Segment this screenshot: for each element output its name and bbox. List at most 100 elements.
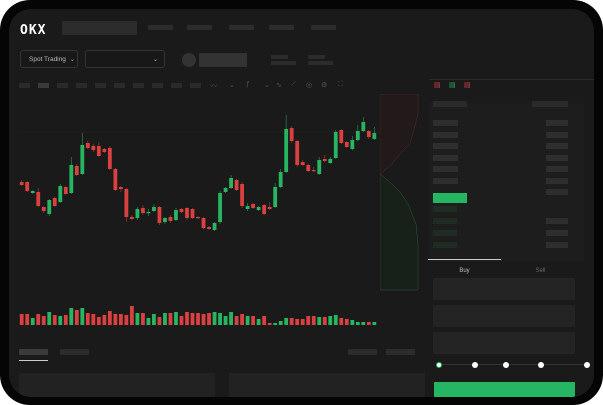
candle-body xyxy=(146,212,151,214)
chart-line-icon[interactable]: ∿ xyxy=(276,82,282,89)
tab-open-orders[interactable] xyxy=(19,349,48,355)
volume-bar xyxy=(196,313,200,325)
timeframe-button[interactable] xyxy=(133,83,144,88)
timeframe-button[interactable] xyxy=(114,83,125,88)
volume-bar xyxy=(278,321,283,325)
timeframe-button[interactable] xyxy=(95,83,106,88)
candle-body xyxy=(306,165,311,171)
pair-dropdown[interactable]: ⌄ xyxy=(85,50,165,68)
candle-body xyxy=(300,162,305,165)
timeframe-button[interactable] xyxy=(19,83,30,88)
candle-body xyxy=(311,170,316,172)
price-input[interactable] xyxy=(433,278,575,300)
candle-body xyxy=(179,209,184,212)
candle-body xyxy=(85,143,90,148)
tab-order-history[interactable] xyxy=(60,349,89,355)
volume-bar xyxy=(201,314,206,325)
nav-item[interactable] xyxy=(229,25,254,30)
chevron-down-icon[interactable]: ⌄ xyxy=(264,82,270,89)
candle-body xyxy=(168,217,173,221)
stat-label xyxy=(308,55,325,59)
volume-bar xyxy=(295,319,300,325)
slider-track[interactable] xyxy=(439,364,589,365)
slider-mark-25[interactable] xyxy=(472,362,478,368)
candle-body xyxy=(322,159,327,161)
chevron-down-icon[interactable]: ⌄ xyxy=(229,82,235,89)
candle-body xyxy=(157,207,162,223)
nav-item[interactable] xyxy=(311,25,336,30)
volume-bar xyxy=(130,306,134,325)
candle-body xyxy=(163,218,167,222)
candle-body xyxy=(218,193,222,222)
chart-type-icon[interactable]: 〰 xyxy=(210,83,217,90)
volume-bar xyxy=(179,316,184,325)
volume-bar xyxy=(229,312,233,325)
orderbook-cell xyxy=(433,132,458,138)
volume-bar xyxy=(361,322,366,325)
indicator-icon[interactable]: ƒ xyxy=(246,81,250,88)
volume-bar xyxy=(157,317,162,325)
orderbook-cell xyxy=(546,143,568,149)
volume-bar xyxy=(251,316,256,325)
candle-body xyxy=(118,187,123,189)
timeframe-button[interactable] xyxy=(190,83,201,88)
timeframe-button[interactable] xyxy=(76,83,87,88)
filter-button[interactable] xyxy=(348,349,377,355)
candle-body xyxy=(284,129,289,172)
total-input[interactable] xyxy=(433,332,575,354)
candle-body xyxy=(36,192,41,206)
volume-bar xyxy=(240,314,244,325)
settings-icon[interactable]: ⚙ xyxy=(321,82,328,89)
market-type-dropdown[interactable]: Spot Trading ⌄ xyxy=(20,50,78,68)
candle-body xyxy=(207,227,211,229)
ruler-icon[interactable]: ⟋ xyxy=(291,81,296,88)
candle-body xyxy=(152,207,156,211)
volume-bar xyxy=(355,322,360,325)
orderbook-cell xyxy=(546,132,568,138)
candlestick-chart[interactable] xyxy=(9,9,429,339)
fullscreen-icon[interactable]: ⛶ xyxy=(338,81,343,88)
orderbook-cell xyxy=(433,143,458,149)
volume-bar xyxy=(107,311,112,325)
volume-bar xyxy=(102,315,107,325)
slider-mark-50[interactable] xyxy=(503,362,509,368)
slider-handle[interactable] xyxy=(436,362,442,368)
orderbook-both-icon[interactable]: ▤ xyxy=(434,82,441,89)
amount-input[interactable] xyxy=(433,305,575,327)
orderbook-cell xyxy=(433,166,458,172)
volume-bar xyxy=(80,308,85,325)
orderbook-bids-icon[interactable]: ▤ xyxy=(449,82,456,89)
stat-label xyxy=(271,55,288,59)
candle-body xyxy=(113,169,118,190)
slider-mark-100[interactable] xyxy=(584,362,590,368)
nav-item[interactable] xyxy=(187,25,212,30)
volume-bar xyxy=(311,316,316,325)
volume-bar xyxy=(30,318,35,325)
timeframe-button[interactable] xyxy=(152,83,163,88)
volume-bar xyxy=(333,315,338,325)
search-bar[interactable] xyxy=(62,21,137,35)
orderbook-cell xyxy=(546,166,568,172)
orderbook-cell xyxy=(546,230,568,236)
timeframe-button[interactable] xyxy=(171,83,182,88)
orderbook-cell xyxy=(433,155,458,161)
candle-body xyxy=(355,131,360,140)
candle-body xyxy=(328,159,333,163)
camera-icon[interactable]: ◎ xyxy=(306,82,313,89)
candle-body xyxy=(124,189,129,217)
nav-item[interactable] xyxy=(269,25,294,30)
volume-bar xyxy=(306,316,311,325)
nav-item[interactable] xyxy=(148,25,173,30)
volume-bar xyxy=(118,314,123,325)
timeframe-button[interactable] xyxy=(57,83,68,88)
volume-bar xyxy=(245,316,250,325)
filter-button[interactable] xyxy=(386,349,415,355)
orderbook-cell xyxy=(546,178,568,184)
slider-mark-75[interactable] xyxy=(538,362,544,368)
tab-buy[interactable]: Buy xyxy=(459,268,470,274)
timeframe-button[interactable] xyxy=(38,83,49,88)
volume-bar xyxy=(262,316,267,325)
orderbook-asks-icon[interactable]: ▤ xyxy=(464,82,471,89)
tab-sell[interactable]: Sell xyxy=(535,268,546,274)
buy-button[interactable] xyxy=(434,382,575,397)
